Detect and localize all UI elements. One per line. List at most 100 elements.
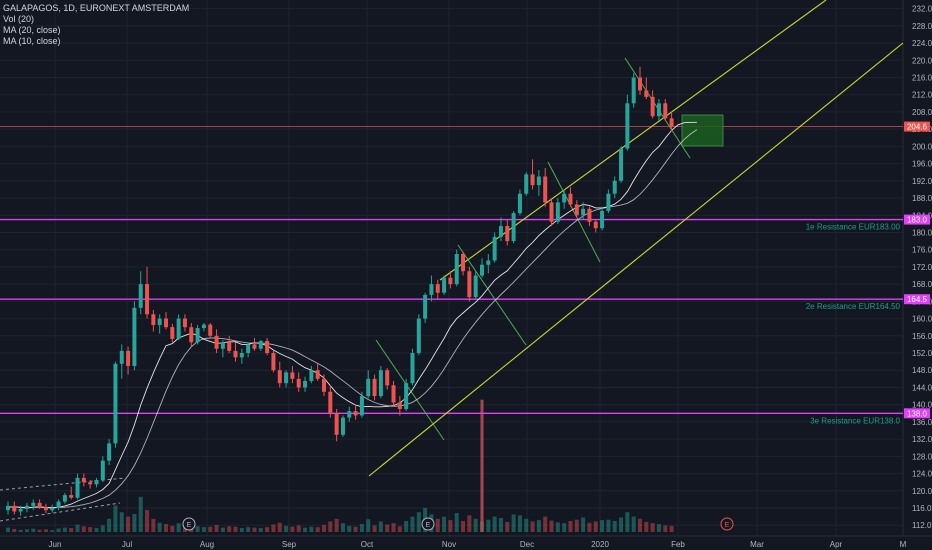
candle xyxy=(536,170,541,196)
volume-bar xyxy=(119,512,124,532)
candle xyxy=(37,499,42,509)
y-tick-label: 220.0 xyxy=(912,56,932,65)
candle-body xyxy=(189,327,194,343)
volume-bar xyxy=(486,519,491,532)
earnings-marker-label: E xyxy=(426,522,431,529)
candle-body xyxy=(340,417,345,435)
candle-body xyxy=(214,335,219,349)
volume-bar xyxy=(606,519,611,532)
y-tick-label: 200.0 xyxy=(912,142,932,151)
candle-body xyxy=(284,372,289,384)
candle-body xyxy=(650,96,655,117)
candle xyxy=(88,480,93,489)
y-tick-label: 224.0 xyxy=(912,39,932,48)
volume-bar xyxy=(322,524,326,532)
volume-bar xyxy=(385,524,390,532)
candle xyxy=(587,206,592,227)
candle xyxy=(423,292,428,323)
candle-body xyxy=(113,363,118,444)
candle-body xyxy=(75,477,80,498)
x-tick-label: Feb xyxy=(671,540,685,549)
candle-body xyxy=(492,236,497,261)
candle-body xyxy=(252,344,257,349)
candle-body xyxy=(227,342,232,351)
candle xyxy=(246,342,251,358)
candle xyxy=(132,301,137,371)
candle-body xyxy=(18,508,23,512)
candle-body xyxy=(410,353,415,384)
candle-body xyxy=(296,378,301,388)
legend-ma20: MA (20, close) xyxy=(3,25,61,35)
volume-bar xyxy=(543,516,548,532)
candle-body xyxy=(100,460,105,481)
candle xyxy=(328,385,333,418)
candle-body xyxy=(328,391,333,414)
candle-body xyxy=(574,204,579,216)
volume-bar xyxy=(612,521,617,532)
candle xyxy=(656,99,661,121)
earnings-marker-label: E xyxy=(725,522,730,529)
candle xyxy=(220,340,225,358)
volume-bar xyxy=(650,523,655,532)
volume-bar xyxy=(208,526,213,532)
candle-body xyxy=(31,502,36,506)
candle-body xyxy=(233,350,238,358)
candle-body xyxy=(587,208,592,222)
candle xyxy=(296,372,301,392)
volume-bar xyxy=(454,513,459,532)
candle-body xyxy=(157,318,162,326)
earnings-marker xyxy=(182,517,196,531)
candle xyxy=(18,505,23,516)
candle xyxy=(391,381,396,407)
volume-bar xyxy=(334,518,339,532)
volume-bar xyxy=(138,496,143,532)
candle-body xyxy=(6,505,10,511)
resistance-price-tag xyxy=(904,408,930,419)
candle xyxy=(56,499,61,511)
x-tick-label: Jul xyxy=(122,540,132,549)
ma10-line xyxy=(7,121,697,509)
candle xyxy=(429,275,434,302)
candle-body xyxy=(277,370,282,384)
volume-bar xyxy=(524,518,529,532)
x-tick-label: Jun xyxy=(49,540,62,549)
candle-body xyxy=(480,264,484,276)
volume-bar xyxy=(195,526,200,532)
candle-body xyxy=(347,411,352,418)
candle xyxy=(100,456,105,483)
candle xyxy=(290,365,295,384)
y-tick-label: 216.0 xyxy=(912,73,932,82)
candle-body xyxy=(208,324,213,336)
candle xyxy=(385,368,390,390)
volume-bar xyxy=(214,524,219,532)
candle-body xyxy=(37,502,42,508)
candle xyxy=(492,232,497,263)
y-tick-label: 196.0 xyxy=(912,160,932,169)
volume-bar xyxy=(511,514,516,532)
volume-bar xyxy=(170,525,175,532)
volume-bar xyxy=(625,512,630,532)
legend-volume: Vol (20) xyxy=(3,14,35,24)
volume-bar xyxy=(461,521,466,532)
candle-body xyxy=(549,202,554,222)
candle-body xyxy=(669,118,674,127)
candle xyxy=(612,176,617,199)
y-tick-label: 172.0 xyxy=(912,263,932,272)
volume-bar xyxy=(631,516,636,532)
candle xyxy=(511,210,516,244)
candle xyxy=(75,473,80,500)
candle xyxy=(650,90,655,119)
resistance-label: 3e Resistance EUR138.0 xyxy=(810,416,900,425)
volume-bar xyxy=(284,525,289,532)
volume-bar xyxy=(517,515,522,532)
volume-bar xyxy=(492,516,497,532)
volume-bar xyxy=(12,528,17,532)
candle xyxy=(43,503,48,514)
candle-body xyxy=(416,318,421,354)
candle-body xyxy=(385,370,390,386)
last-price-tag xyxy=(904,121,930,132)
volume-bar xyxy=(391,523,396,532)
candle xyxy=(309,365,314,384)
candle xyxy=(6,501,10,515)
